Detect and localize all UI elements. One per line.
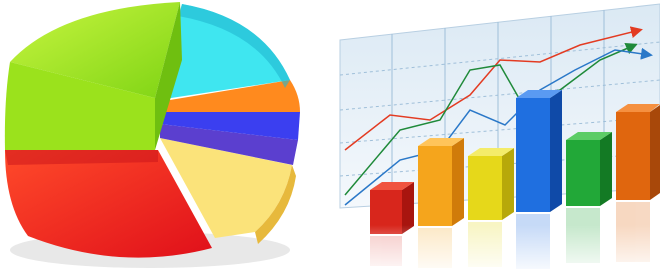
- bar-illustration: [340, 4, 660, 277]
- pie-illustration: [5, 2, 300, 268]
- bar-side: [600, 132, 612, 206]
- bar-side: [502, 148, 514, 220]
- bar-3d: [516, 90, 562, 212]
- bar-front: [516, 98, 550, 212]
- bar-3d: [566, 132, 612, 206]
- bar-front: [566, 140, 600, 206]
- illustration: [0, 0, 660, 277]
- page: [0, 0, 660, 277]
- bar-side: [452, 138, 464, 226]
- bar-3d: [468, 148, 514, 220]
- bar-front: [418, 146, 452, 226]
- bar-side: [650, 105, 660, 200]
- bar-front: [616, 112, 650, 200]
- reflection-fade: [360, 225, 660, 277]
- bar-3d: [418, 138, 464, 226]
- bar-front: [468, 156, 502, 220]
- bar-3d: [616, 104, 660, 200]
- bar-side: [550, 90, 562, 212]
